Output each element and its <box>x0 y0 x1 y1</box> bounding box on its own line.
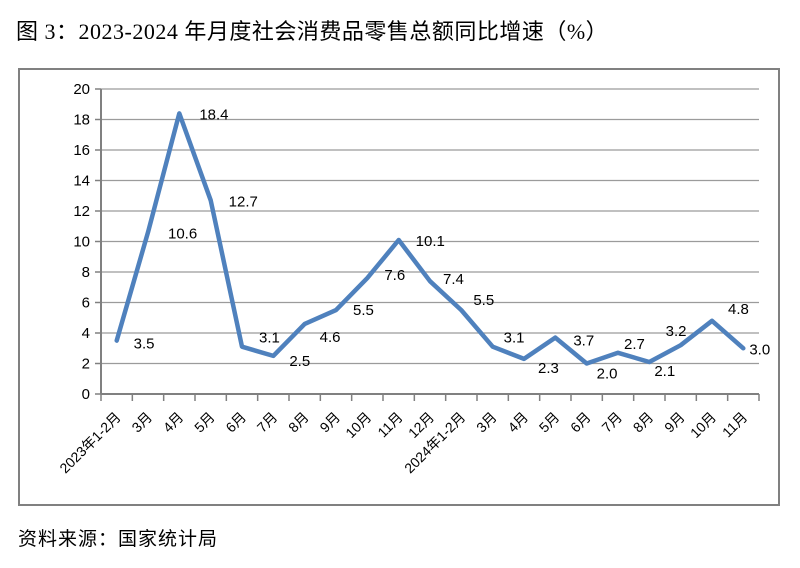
y-tick-label: 8 <box>82 264 90 281</box>
y-tick-label: 0 <box>82 386 90 403</box>
source-note: 资料来源：国家统计局 <box>18 529 219 550</box>
x-tick-label: 4月 <box>160 409 187 436</box>
data-point-label: 2.3 <box>538 360 559 377</box>
data-point-label: 2.1 <box>654 363 675 380</box>
y-tick-label: 6 <box>82 295 90 312</box>
data-point-label: 5.5 <box>353 302 374 319</box>
x-tick-label: 7月 <box>254 409 281 436</box>
x-tick-label: 3月 <box>128 409 155 436</box>
x-tick-label: 7月 <box>598 409 625 436</box>
data-point-label: 12.7 <box>229 193 258 210</box>
x-tick-label: 6月 <box>567 409 594 436</box>
data-point-label: 3.2 <box>666 323 687 340</box>
x-tick-label: 5月 <box>191 409 218 436</box>
data-point-label: 2.0 <box>597 366 618 383</box>
x-tick-label: 10月 <box>342 409 374 441</box>
line-chart: 0 2 4 6 8 10 12 14 16 18 20 3.5 10.6 18.4 12.7 3.1 2.5 4.… <box>56 81 770 476</box>
data-point-label: 10.6 <box>168 225 197 242</box>
y-tick-label: 10 <box>73 234 90 251</box>
y-tick-label: 18 <box>73 112 90 129</box>
data-point-label: 4.8 <box>728 301 749 318</box>
x-tick-label: 3月 <box>473 409 500 436</box>
y-tick-label: 12 <box>73 203 90 220</box>
x-tick-label: 11月 <box>719 409 750 440</box>
data-point-label: 7.6 <box>384 267 405 284</box>
x-tick-label: 5月 <box>536 409 563 436</box>
data-point-label: 4.6 <box>320 329 341 346</box>
x-tick-label: 10月 <box>687 409 719 441</box>
series-line <box>114 111 746 366</box>
data-point-label: 3.7 <box>573 333 594 350</box>
data-point-label: 3.5 <box>134 336 155 353</box>
x-tick-label: 9月 <box>316 409 343 436</box>
data-point-label: 10.1 <box>416 233 445 250</box>
y-tick-label: 16 <box>73 142 90 159</box>
data-point-label: 7.4 <box>443 271 464 288</box>
x-tick-label: 4月 <box>504 409 531 436</box>
figure-title: 图 3：2023-2024 年月度社会消费品零售总额同比增速（%） <box>16 19 609 44</box>
y-tick-label: 2 <box>82 356 90 373</box>
x-tick-label: 9月 <box>661 409 688 436</box>
data-point-label: 3.1 <box>259 330 280 347</box>
chart-frame: 0 2 4 6 8 10 12 14 16 18 20 3.5 10.6 18.4 12.7 3.1 2.5 4.… <box>18 68 780 506</box>
x-tick-label: 8月 <box>285 409 312 436</box>
x-tick-label: 11月 <box>374 409 405 440</box>
y-tick-label: 20 <box>73 81 90 98</box>
data-point-label: 3.1 <box>504 330 525 347</box>
y-tick-label: 14 <box>73 173 90 190</box>
x-tick-label: 8月 <box>630 409 657 436</box>
data-point-label: 2.5 <box>289 353 310 370</box>
x-tick-label: 6月 <box>222 409 249 436</box>
y-tick-label: 4 <box>82 325 90 342</box>
data-point-label: 3.0 <box>749 341 770 358</box>
x-tick-label: 2023年1-2月 <box>56 409 123 476</box>
data-point-label: 5.5 <box>473 292 494 309</box>
data-point-label: 2.7 <box>624 336 645 353</box>
data-point-label: 18.4 <box>199 106 228 123</box>
